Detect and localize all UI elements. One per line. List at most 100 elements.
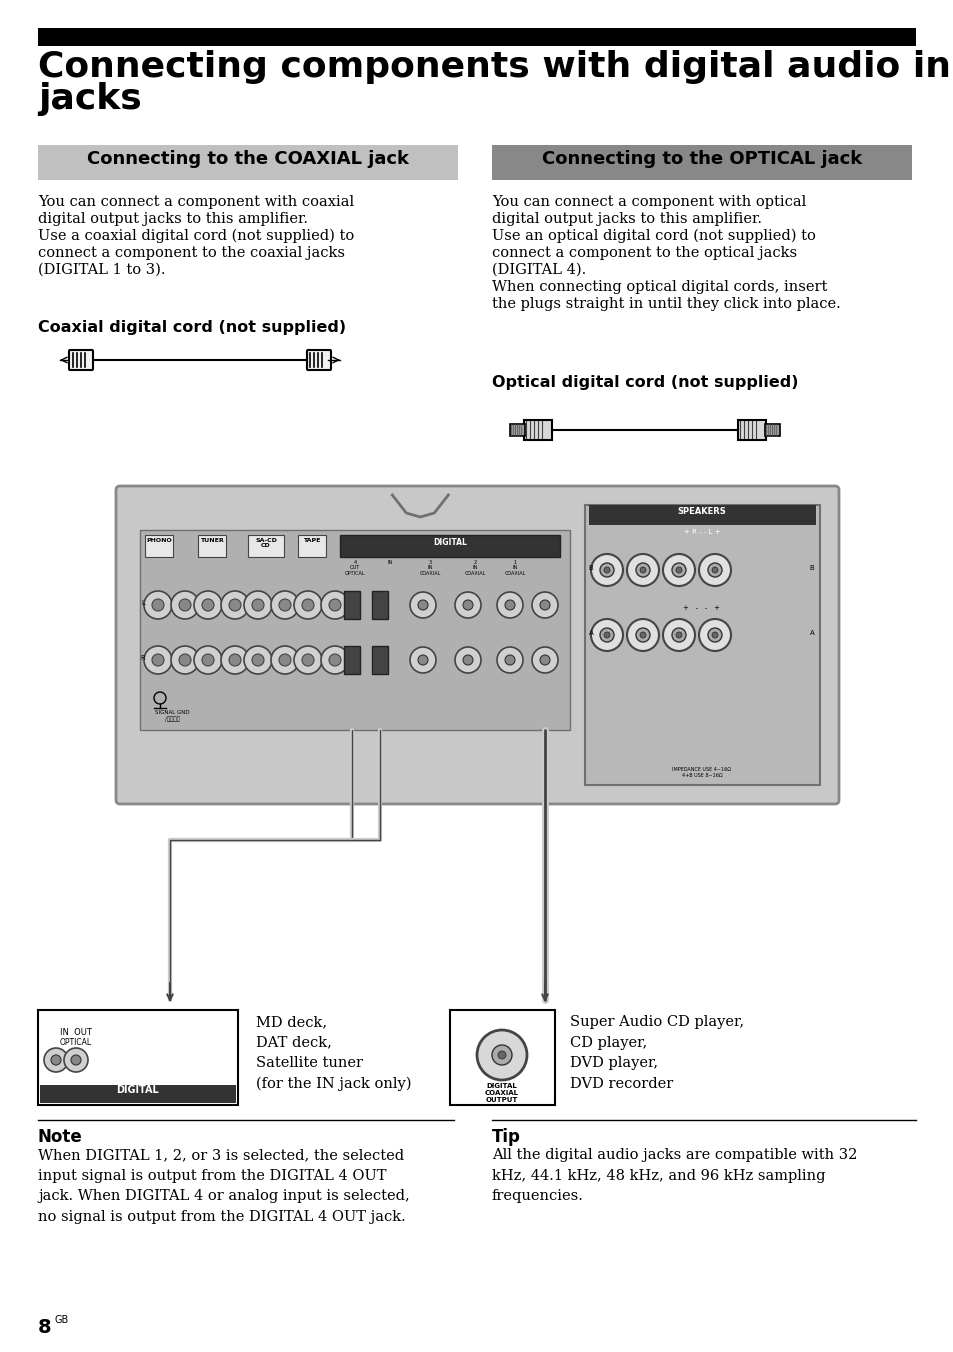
Text: connect a component to the optical jacks: connect a component to the optical jacks [492,246,797,260]
Circle shape [294,591,322,619]
Bar [450,1010,555,1105]
Text: (DIGITAL 1 to 3).: (DIGITAL 1 to 3). [38,264,165,277]
Circle shape [278,654,291,667]
Bar [297,535,326,557]
Circle shape [636,562,649,577]
Text: SIGNAL GND
/アンテナ: SIGNAL GND /アンテナ [154,710,189,722]
Text: + R - - L +: + R - - L + [683,529,720,535]
Circle shape [462,654,473,665]
Text: B: B [588,565,593,571]
Bar [372,591,388,619]
Circle shape [193,591,222,619]
Circle shape [699,619,730,652]
Circle shape [707,627,721,642]
Text: Tip: Tip [492,1128,520,1146]
Circle shape [44,1048,68,1072]
Circle shape [252,654,264,667]
Circle shape [590,554,622,585]
Text: +   -   -   +: + - - + [682,604,720,611]
Circle shape [639,631,645,638]
Circle shape [662,554,695,585]
Text: Use a coaxial digital cord (not supplied) to: Use a coaxial digital cord (not supplied… [38,228,354,243]
Circle shape [455,592,480,618]
Circle shape [532,648,558,673]
FancyBboxPatch shape [116,485,838,804]
Circle shape [244,646,272,675]
Circle shape [497,1051,505,1059]
Circle shape [229,599,241,611]
Circle shape [302,654,314,667]
Circle shape [329,654,340,667]
Circle shape [152,654,164,667]
Text: 2
IN
COAXIAL: 2 IN COAXIAL [464,560,485,576]
Text: SA-CD
CD: SA-CD CD [254,538,276,549]
Circle shape [492,1045,512,1065]
Circle shape [532,592,558,618]
Bar [588,506,815,525]
Bar [145,535,172,557]
Circle shape [676,566,681,573]
Circle shape [676,631,681,638]
Text: IMPEDANCE USE 4~16Ω
4+B USE 8~16Ω: IMPEDANCE USE 4~16Ω 4+B USE 8~16Ω [672,767,731,777]
Circle shape [711,566,718,573]
Text: SPEAKERS: SPEAKERS [677,507,725,516]
Bar [339,535,559,557]
Text: (DIGITAL 4).: (DIGITAL 4). [492,264,586,277]
Circle shape [662,619,695,652]
Circle shape [590,619,622,652]
Bar [40,1086,235,1103]
Circle shape [278,599,291,611]
Circle shape [229,654,241,667]
Circle shape [320,591,349,619]
Text: R: R [140,654,145,661]
Text: When connecting optical digital cords, insert: When connecting optical digital cords, i… [492,280,826,293]
Bar [584,506,820,786]
Circle shape [497,592,522,618]
Bar [38,1010,237,1105]
Text: DIGITAL: DIGITAL [116,1086,159,1095]
Circle shape [171,646,199,675]
Text: digital output jacks to this amplifier.: digital output jacks to this amplifier. [492,212,761,226]
Text: IN  OUT: IN OUT [60,1028,91,1037]
Circle shape [144,646,172,675]
Text: 1
IN
COAXIAL: 1 IN COAXIAL [504,560,525,576]
Circle shape [179,654,191,667]
Circle shape [476,1030,526,1080]
Circle shape [417,600,428,610]
Text: the plugs straight in until they click into place.: the plugs straight in until they click i… [492,297,840,311]
Circle shape [64,1048,88,1072]
Circle shape [410,592,436,618]
Circle shape [504,654,515,665]
Circle shape [711,631,718,638]
Circle shape [202,599,213,611]
Text: Note: Note [38,1128,83,1146]
Text: GB: GB [55,1315,70,1325]
Text: 8: 8 [38,1318,51,1337]
Bar [344,646,359,675]
Text: 4
OUT
OPTICAL: 4 OUT OPTICAL [344,560,365,576]
Circle shape [152,599,164,611]
Bar [38,28,915,46]
Circle shape [462,600,473,610]
Text: TAPE: TAPE [303,538,320,544]
Bar [140,530,569,730]
Text: When DIGITAL 1, 2, or 3 is selected, the selected
input signal is output from th: When DIGITAL 1, 2, or 3 is selected, the… [38,1148,410,1224]
Circle shape [603,566,609,573]
Text: connect a component to the coaxial jacks: connect a component to the coaxial jacks [38,246,345,260]
Circle shape [71,1055,81,1065]
Circle shape [171,591,199,619]
Circle shape [671,562,685,577]
Text: Use an optical digital cord (not supplied) to: Use an optical digital cord (not supplie… [492,228,815,243]
Circle shape [271,591,298,619]
Circle shape [626,619,659,652]
Text: jacks: jacks [38,82,142,116]
Text: Super Audio CD player,
CD player,
DVD player,
DVD recorder: Super Audio CD player, CD player, DVD pl… [569,1015,743,1091]
Text: L: L [141,600,145,606]
Bar [38,145,457,180]
Circle shape [252,599,264,611]
Circle shape [294,646,322,675]
Circle shape [603,631,609,638]
Circle shape [639,566,645,573]
Text: Connecting to the OPTICAL jack: Connecting to the OPTICAL jack [541,150,862,168]
Circle shape [599,562,614,577]
